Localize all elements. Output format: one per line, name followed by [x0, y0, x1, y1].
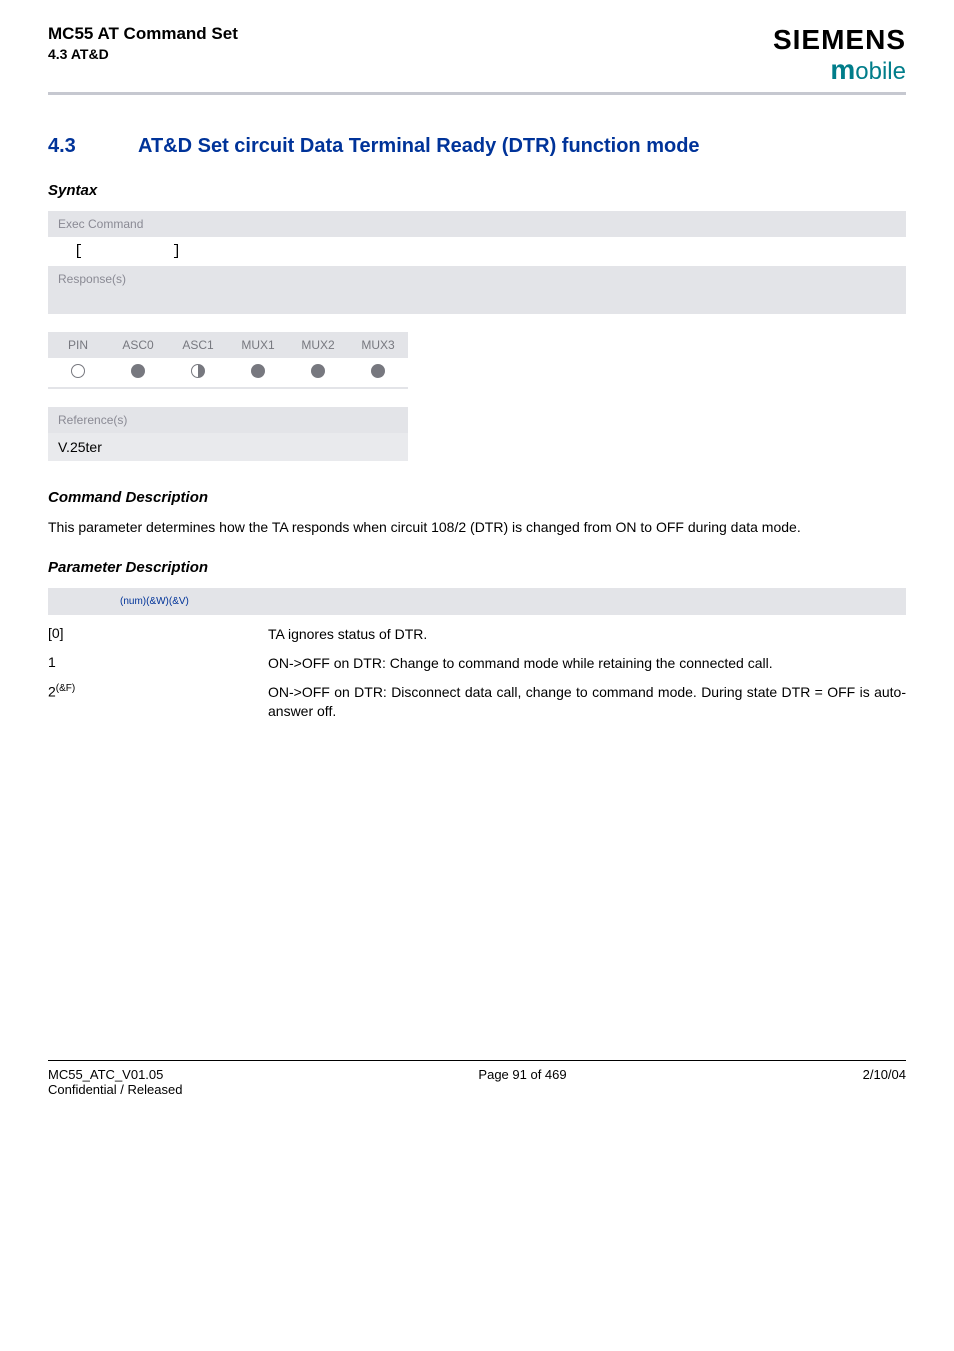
matrix-col: ASC0 [108, 332, 168, 358]
param-row: 1 ON->OFF on DTR: Change to command mode… [48, 654, 906, 673]
syntax-heading: Syntax [48, 182, 906, 199]
footer-page: Page 91 of 469 [478, 1067, 566, 1097]
matrix-col: MUX1 [228, 332, 288, 358]
brand-logo: SIEMENS [773, 24, 906, 56]
reference-box: Reference(s) V.25ter [48, 407, 408, 461]
param-table: [0] TA ignores status of DTR. 1 ON->OFF … [48, 625, 906, 721]
circle-solid-icon [371, 364, 385, 378]
page-footer: MC55_ATC_V01.05 Confidential / Released … [48, 1060, 906, 1097]
page-header: MC55 AT Command Set 4.3 AT&D SIEMENS mob… [48, 0, 906, 95]
matrix-cell [288, 358, 348, 387]
param-key-base: 2 [48, 683, 56, 699]
footer-confidential: Confidential / Released [48, 1082, 182, 1097]
brand-rest: obile [855, 58, 906, 85]
command-desc-text: This parameter determines how the TA res… [48, 518, 906, 537]
footer-left: MC55_ATC_V01.05 Confidential / Released [48, 1067, 182, 1097]
brand-sub: mobile [773, 54, 906, 86]
section-heading: 4.3AT&D Set circuit Data Terminal Ready … [48, 135, 906, 158]
param-key: [0] [48, 625, 268, 641]
matrix-col: MUX3 [348, 332, 408, 358]
param-desc-heading: Parameter Description [48, 559, 906, 576]
param-desc: ON->OFF on DTR: Disconnect data call, ch… [268, 683, 906, 721]
exec-command-label: Exec Command [48, 211, 906, 237]
reference-value: V.25ter [48, 433, 408, 461]
param-key: 1 [48, 654, 268, 670]
header-right: SIEMENS mobile [773, 24, 906, 86]
circle-solid-icon [131, 364, 145, 378]
param-row: [0] TA ignores status of DTR. [48, 625, 906, 644]
command-desc-heading: Command Description [48, 489, 906, 506]
matrix-cell [228, 358, 288, 387]
section-title: AT&D Set circuit Data Terminal Ready (DT… [138, 135, 700, 157]
circle-solid-icon [251, 364, 265, 378]
matrix-col: ASC1 [168, 332, 228, 358]
matrix-body-row [48, 358, 408, 389]
circle-half-icon [191, 364, 205, 378]
matrix-cell [348, 358, 408, 387]
reference-label: Reference(s) [48, 407, 408, 433]
param-desc: ON->OFF on DTR: Change to command mode w… [268, 654, 906, 673]
param-desc: TA ignores status of DTR. [268, 625, 906, 644]
syntax-block: Exec Command [ ] Response(s) [48, 211, 906, 314]
circle-open-icon [71, 364, 85, 378]
param-type-band: (num)(&W)(&V) [48, 588, 906, 615]
footer-date: 2/10/04 [863, 1067, 906, 1097]
section-number: 4.3 [48, 135, 138, 158]
response-label: Response(s) [48, 266, 906, 314]
exec-command-brackets: [ ] [48, 237, 906, 266]
matrix-cell [48, 358, 108, 387]
matrix-col: PIN [48, 332, 108, 358]
capability-matrix: PIN ASC0 ASC1 MUX1 MUX2 MUX3 [48, 332, 408, 389]
matrix-cell [168, 358, 228, 387]
footer-doc-id: MC55_ATC_V01.05 [48, 1067, 182, 1082]
circle-solid-icon [311, 364, 325, 378]
matrix-col: MUX2 [288, 332, 348, 358]
doc-subtitle: 4.3 AT&D [48, 46, 238, 62]
brand-m-icon: m [830, 54, 855, 85]
param-key-sup: (&F) [56, 683, 75, 694]
param-row: 2(&F) ON->OFF on DTR: Disconnect data ca… [48, 683, 906, 721]
matrix-header-row: PIN ASC0 ASC1 MUX1 MUX2 MUX3 [48, 332, 408, 358]
matrix-cell [108, 358, 168, 387]
header-left: MC55 AT Command Set 4.3 AT&D [48, 24, 238, 62]
param-key: 2(&F) [48, 683, 268, 700]
doc-title: MC55 AT Command Set [48, 24, 238, 44]
